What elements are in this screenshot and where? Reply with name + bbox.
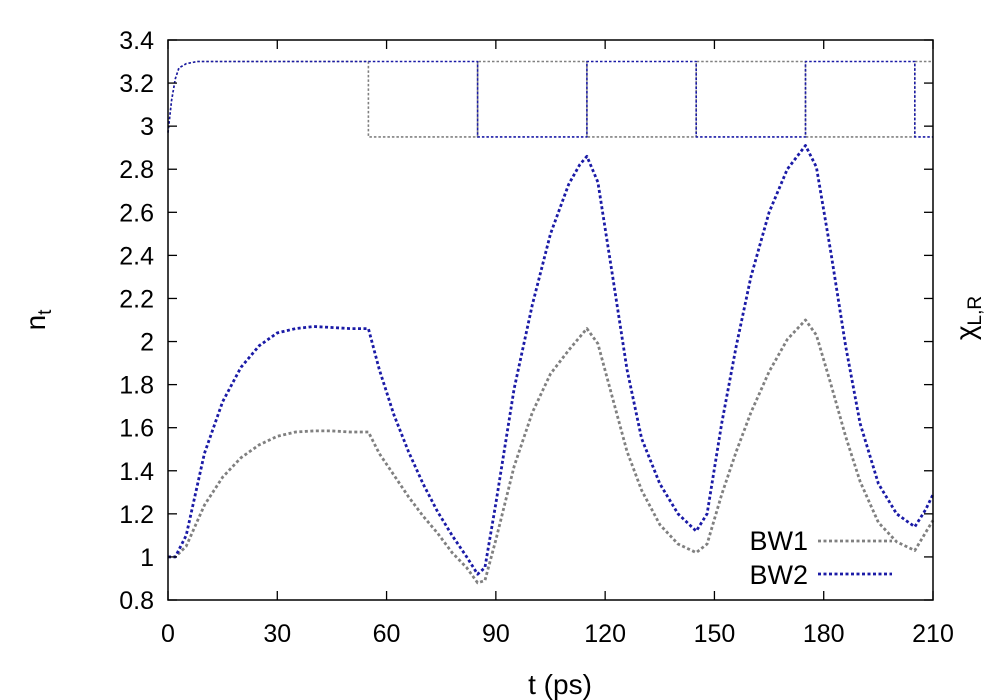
y-axis-title-sub: t xyxy=(35,309,56,315)
y-tick-label-6: 2 xyxy=(140,329,154,357)
plot-frame xyxy=(167,39,934,601)
y2-axis-title-main: χ xyxy=(950,325,981,340)
x-tick-label-3: 90 xyxy=(482,620,510,648)
y-axis-title: nt xyxy=(20,309,56,331)
series-layer xyxy=(167,60,935,585)
series-line-3 xyxy=(167,60,933,138)
legend-label-bw2: BW2 xyxy=(749,560,808,590)
x-tick-label-0: 0 xyxy=(161,620,175,648)
y-tick-label-8: 2.4 xyxy=(119,242,154,270)
y-tick-label-13: 3.4 xyxy=(119,27,154,55)
y2-axis-title: χL,R xyxy=(950,296,986,340)
series-line-1 xyxy=(168,144,935,576)
y-axis-title-main: n xyxy=(20,315,51,331)
legend: BW1 BW2 xyxy=(749,526,892,590)
y-tick-label-5: 1.8 xyxy=(119,372,154,400)
y-tick-label-1: 1 xyxy=(140,544,154,572)
y-tick-label-7: 2.2 xyxy=(119,285,154,313)
y-tick-label-0: 0.8 xyxy=(119,587,154,615)
x-tick-label-6: 180 xyxy=(803,620,845,648)
series-line-2 xyxy=(167,60,933,138)
y-tick-label-4: 1.6 xyxy=(119,415,154,443)
x-tick-label-5: 150 xyxy=(694,620,736,648)
y-tick-label-10: 2.8 xyxy=(119,156,154,184)
x-tick-label-1: 30 xyxy=(263,620,291,648)
x-tick-label-4: 120 xyxy=(584,620,626,648)
x-axis-title-text: t (ps) xyxy=(528,669,592,700)
x-axis-title: t (ps) xyxy=(528,669,592,700)
y-tick-label-12: 3.2 xyxy=(119,70,154,98)
x-tick-label-2: 60 xyxy=(373,620,401,648)
labels-layer: 0 30 60 90 120 150 180 210 0.8 1 1.2 1.4 1.6 1.8 2 2.2 2… xyxy=(119,27,954,648)
legend-label-bw1: BW1 xyxy=(749,526,808,556)
y-tick-label-11: 3 xyxy=(140,113,154,141)
x-tick-label-7: 210 xyxy=(912,620,954,648)
y-tick-label-3: 1.4 xyxy=(119,458,154,486)
series-line-0 xyxy=(168,318,935,585)
ticks-layer xyxy=(167,39,934,601)
y-tick-label-2: 1.2 xyxy=(119,501,154,529)
y-tick-label-9: 2.6 xyxy=(119,199,154,227)
y2-axis-title-sub: L,R xyxy=(965,296,986,326)
